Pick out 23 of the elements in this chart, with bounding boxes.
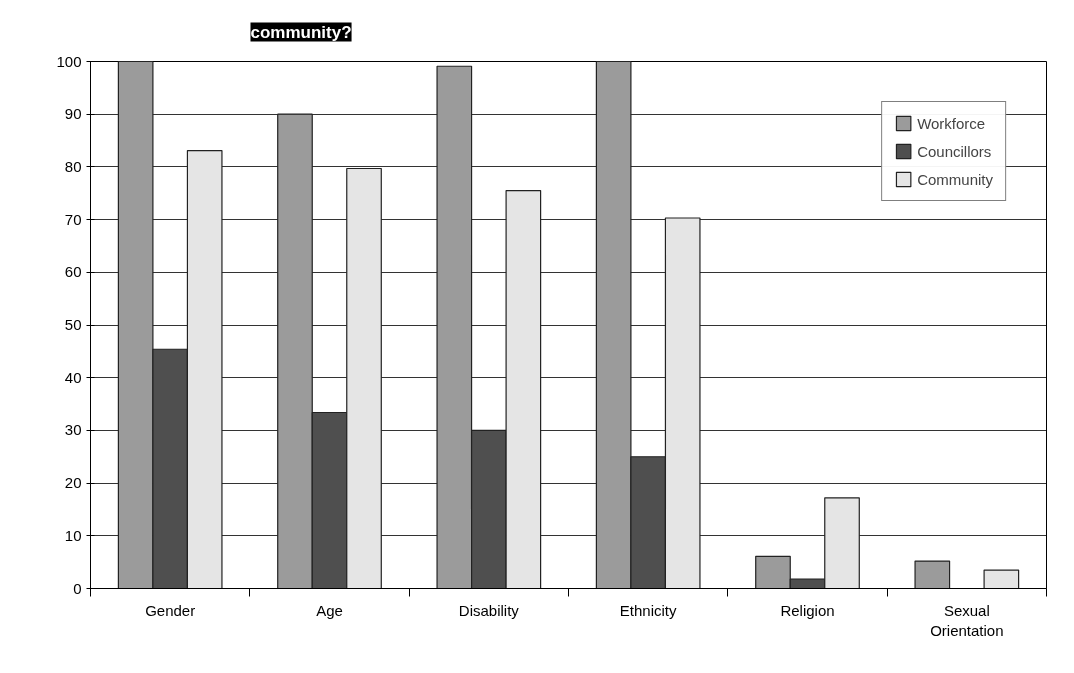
x-tick-label: Ethnicity	[619, 601, 678, 619]
legend-label: Community	[917, 170, 993, 188]
legend-label: Councillors	[917, 142, 992, 160]
legend-label: Workforce	[917, 114, 986, 132]
y-tick-label: 0	[73, 579, 82, 597]
y-tick-label: 20	[64, 474, 82, 492]
x-tick-label: Age	[316, 601, 343, 619]
x-tick-label: Sexual Orientation	[930, 601, 1004, 639]
y-tick-label: 40	[64, 368, 82, 386]
bar	[914, 560, 951, 589]
x-tick-label: Disability	[458, 601, 520, 619]
x-tick-label: Religion	[780, 601, 835, 619]
chart-title: community?	[250, 22, 352, 42]
y-tick-label: 100	[56, 52, 82, 70]
y-tick-label: 50	[64, 316, 82, 333]
y-tick-label: 10	[64, 526, 82, 544]
y-tick-label: 90	[64, 105, 82, 123]
y-tick-label: 70	[64, 210, 82, 228]
x-tick-label: Gender	[145, 601, 196, 619]
bar	[983, 569, 1020, 589]
y-tick-label: 80	[64, 157, 82, 175]
y-tick-label: 30	[64, 421, 82, 439]
y-tick-label: 60	[64, 263, 82, 281]
